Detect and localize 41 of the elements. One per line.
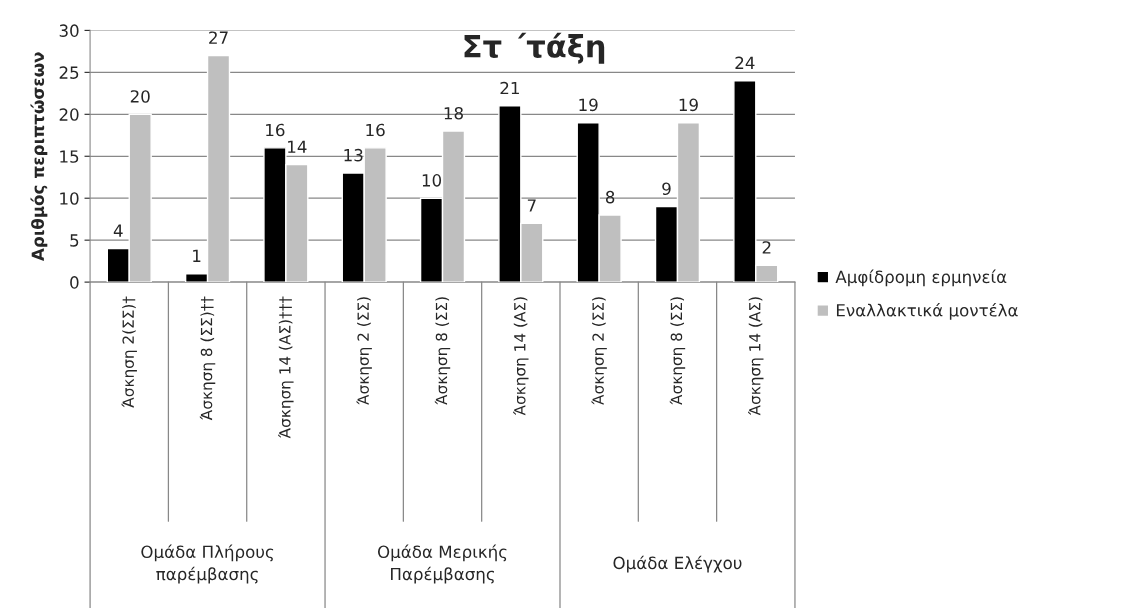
x-tick-label: Άσκηση 8 (ΣΣ) bbox=[669, 297, 686, 405]
x-tick-label: Άσκηση 2 (ΣΣ) bbox=[356, 297, 372, 405]
data-label: 18 bbox=[444, 106, 463, 120]
chart-title: Στ ΄τάξη bbox=[464, 32, 605, 64]
text: Ομάδα Ελέγχου bbox=[613, 555, 742, 573]
y-tick-label: 5 bbox=[70, 234, 79, 247]
y-tick-label: 15 bbox=[60, 150, 79, 163]
y-tick-label: 0 bbox=[70, 276, 79, 289]
y-tick-label: 10 bbox=[60, 192, 79, 205]
text: Ομάδα Πλήρους παρέμβασης bbox=[141, 544, 274, 584]
data-label: 21 bbox=[500, 81, 519, 95]
data-label: 4 bbox=[113, 224, 123, 237]
x-tick-label: Άσκηση 8 (ΣΣ) bbox=[434, 297, 451, 405]
data-label: 20 bbox=[130, 90, 150, 103]
y-tick-label: 25 bbox=[59, 66, 79, 79]
data-label: 1 bbox=[193, 249, 201, 262]
text: Ομάδα Μερικής Παρέμβασης bbox=[377, 544, 507, 584]
data-label: 19 bbox=[679, 98, 698, 112]
x-tick-label: Άσκηση 2 (ΣΣ) bbox=[591, 297, 607, 405]
data-label: 13 bbox=[344, 148, 363, 162]
data-label: 14 bbox=[288, 140, 307, 153]
y-tick-label: 20 bbox=[59, 108, 79, 121]
data-label: 16 bbox=[266, 123, 285, 137]
x-tick-label: Άσκηση 14 (ΑΣ)††† bbox=[278, 296, 294, 439]
x-tick-label: Άσκηση 14 (ΑΣ) bbox=[748, 297, 764, 416]
legend-label: Αμφίδρομη ερμηνεία bbox=[835, 269, 1007, 287]
y-axis-title: Αριθμός περιπτώσεων bbox=[30, 52, 48, 261]
data-label: 2 bbox=[762, 241, 771, 254]
data-label: 10 bbox=[422, 174, 442, 187]
data-label: 8 bbox=[605, 190, 615, 204]
legend-label: Εναλλακτικά μοντέλα bbox=[836, 303, 1018, 320]
x-tick-label: Άσκηση 2(ΣΣ)† bbox=[121, 296, 137, 408]
data-label: 24 bbox=[735, 56, 755, 69]
x-tick-label: Άσκηση 8 (ΣΣ)†† bbox=[199, 296, 216, 421]
data-label: 16 bbox=[366, 123, 385, 137]
data-label: 27 bbox=[209, 31, 228, 44]
y-tick-label: 30 bbox=[59, 24, 79, 37]
data-label: 7 bbox=[527, 199, 536, 212]
data-label: 19 bbox=[579, 98, 598, 112]
x-tick-label: Άσκηση 14 (ΑΣ) bbox=[513, 297, 529, 416]
data-label: 9 bbox=[662, 182, 671, 196]
